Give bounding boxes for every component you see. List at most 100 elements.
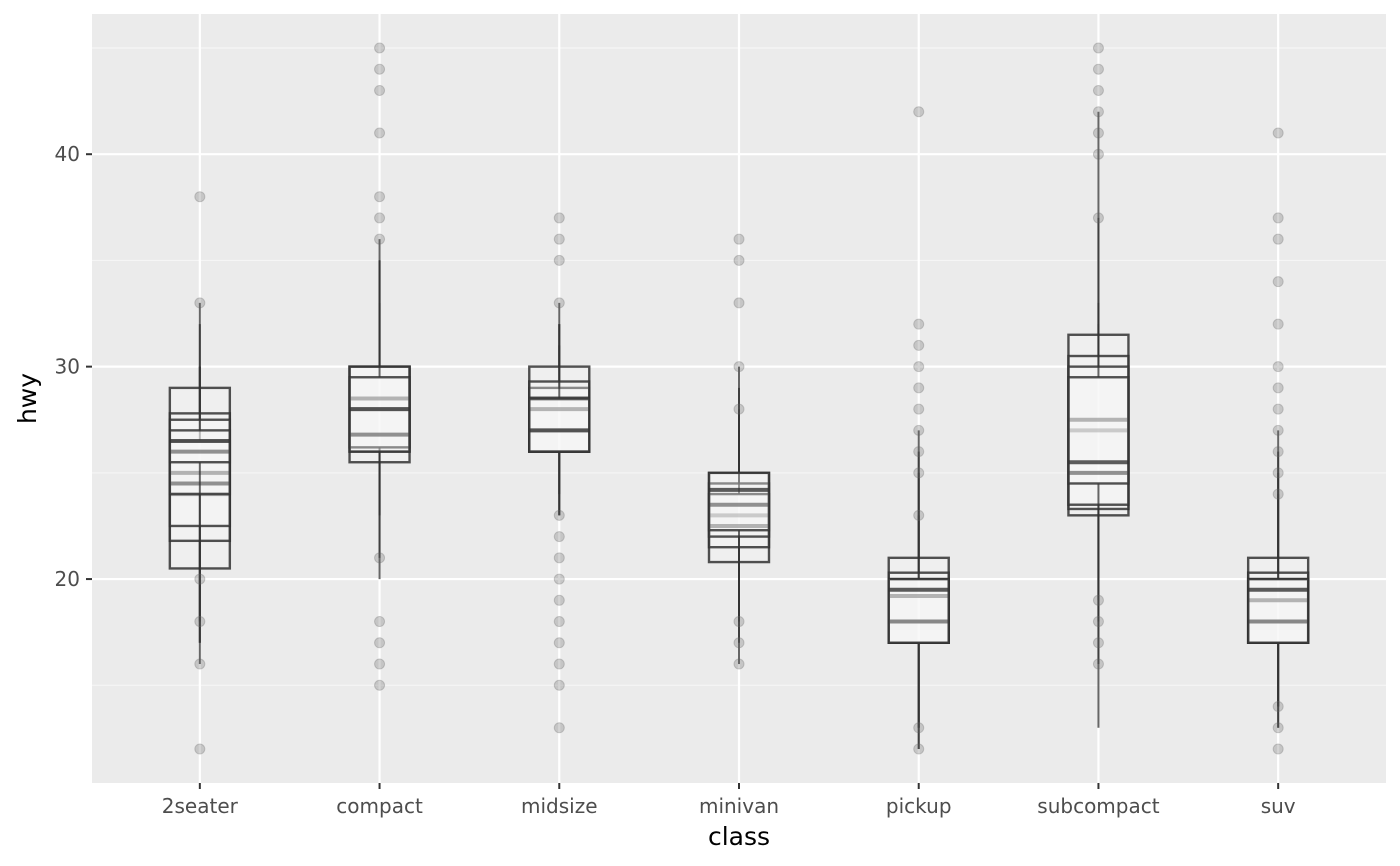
y-tick-label: 20: [55, 567, 80, 591]
box-group-minivan: [707, 233, 771, 670]
outlier-point: [733, 637, 745, 649]
x-tick-label: compact: [336, 794, 423, 818]
outlier-point: [1272, 318, 1284, 330]
outlier-point: [913, 722, 925, 734]
outlier-point: [1272, 743, 1284, 755]
x-axis-title: class: [708, 822, 770, 851]
outlier-point: [374, 63, 386, 75]
outlier-point: [913, 403, 925, 415]
outlier-point: [913, 509, 925, 521]
outlier-point: [1272, 127, 1284, 139]
outlier-point: [733, 233, 745, 245]
box-group-suv: [1246, 127, 1310, 755]
outlier-point: [1092, 63, 1104, 75]
outlier-point: [374, 84, 386, 96]
x-tick-label: 2seater: [162, 794, 239, 818]
outlier-point: [1092, 106, 1104, 118]
outlier-point: [1092, 148, 1104, 160]
box-group-pickup: [887, 106, 950, 755]
outlier-point: [1092, 84, 1104, 96]
outlier-point: [553, 637, 565, 649]
outlier-point: [733, 361, 745, 373]
outlier-point: [913, 318, 925, 330]
outlier-point: [374, 658, 386, 670]
outlier-point: [194, 658, 206, 670]
box-group-compact: [348, 42, 411, 691]
x-axis: 2seater compact midsize minivan pickup subcom…: [162, 783, 1296, 818]
outlier-point: [1092, 212, 1104, 224]
outlier-point: [553, 254, 565, 266]
outlier-point: [194, 616, 206, 628]
outlier-point: [913, 382, 925, 394]
outlier-point: [733, 658, 745, 670]
outlier-point: [374, 679, 386, 691]
outlier-point: [1092, 637, 1104, 649]
outlier-point: [1272, 361, 1284, 373]
box-iqr: [707, 471, 771, 532]
x-tick-label: subcompact: [1037, 794, 1159, 818]
outlier-point: [374, 637, 386, 649]
outlier-point: [1092, 616, 1104, 628]
outlier-point: [553, 594, 565, 606]
outlier-point: [1272, 488, 1284, 500]
outlier-point: [913, 106, 925, 118]
outlier-point: [553, 212, 565, 224]
outlier-point: [1272, 446, 1284, 458]
outlier-point: [553, 658, 565, 670]
outlier-point: [1272, 276, 1284, 288]
outlier-point: [1092, 594, 1104, 606]
outlier-point: [1272, 424, 1284, 436]
outlier-point: [1092, 42, 1104, 54]
outlier-point: [553, 616, 565, 628]
outlier-point: [1272, 233, 1284, 245]
outlier-point: [553, 679, 565, 691]
outlier-point: [194, 191, 206, 203]
outlier-point: [374, 552, 386, 564]
outlier-point: [194, 573, 206, 585]
outlier-point: [1272, 212, 1284, 224]
box-iqr: [1067, 376, 1130, 485]
x-tick-label: pickup: [886, 794, 952, 818]
outlier-point: [1272, 701, 1284, 713]
x-tick-label: minivan: [699, 794, 779, 818]
outlier-point: [374, 191, 386, 203]
outlier-point: [553, 509, 565, 521]
outlier-point: [1092, 658, 1104, 670]
box-group-midsize: [528, 212, 591, 734]
outlier-point: [194, 743, 206, 755]
y-tick-label: 30: [55, 355, 80, 379]
box-series: [168, 42, 1310, 755]
outlier-point: [733, 403, 745, 415]
outlier-point: [1092, 127, 1104, 139]
x-tick-label: midsize: [521, 794, 598, 818]
outlier-point: [553, 531, 565, 543]
outlier-point: [553, 233, 565, 245]
outlier-point: [733, 297, 745, 309]
outlier-point: [374, 233, 386, 245]
x-tick-label: suv: [1261, 794, 1296, 818]
box-iqr: [528, 397, 591, 453]
y-tick-label: 40: [55, 142, 80, 166]
outlier-point: [1272, 722, 1284, 734]
outlier-point: [1272, 403, 1284, 415]
outlier-point: [733, 254, 745, 266]
outlier-point: [194, 297, 206, 309]
outlier-point: [553, 297, 565, 309]
outlier-point: [913, 339, 925, 351]
outlier-point: [374, 212, 386, 224]
outlier-point: [374, 616, 386, 628]
outlier-point: [553, 573, 565, 585]
outlier-point: [374, 42, 386, 54]
outlier-point: [913, 361, 925, 373]
box-group-subcompact: [1067, 42, 1130, 728]
y-axis: 20 30 40: [55, 142, 92, 591]
box-group-2seater: [168, 191, 232, 755]
outlier-point: [913, 424, 925, 436]
outlier-point: [913, 467, 925, 479]
outlier-point: [913, 446, 925, 458]
outlier-point: [1272, 467, 1284, 479]
outlier-point: [553, 552, 565, 564]
outlier-point: [374, 127, 386, 139]
outlier-point: [913, 743, 925, 755]
